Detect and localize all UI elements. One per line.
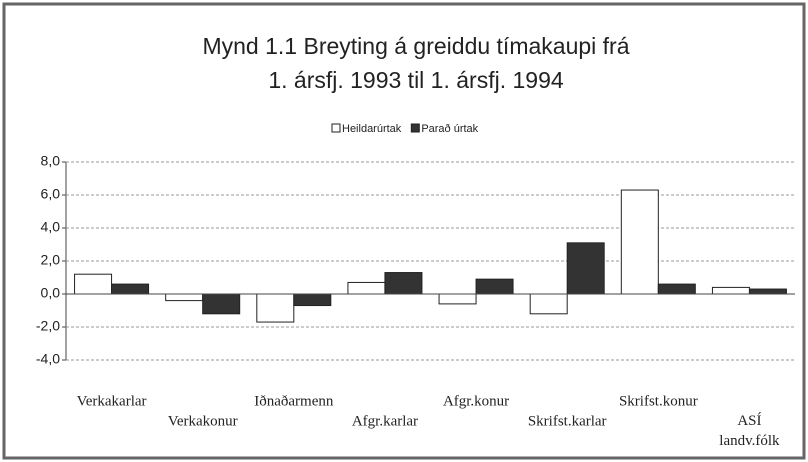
bar <box>566 242 605 295</box>
bar <box>111 283 150 295</box>
bar <box>620 189 659 295</box>
bar <box>256 293 295 323</box>
legend-label: Parað úrtak <box>421 123 478 135</box>
y-tick-label: 4,0 <box>41 219 61 235</box>
x-tick-label: Skrifst.konur <box>619 393 698 409</box>
bar <box>347 281 386 295</box>
bar <box>748 288 787 295</box>
legend-swatch <box>410 123 420 133</box>
x-tick-label: Afgr.konur <box>443 393 509 409</box>
legend-swatch <box>331 123 341 133</box>
y-tick-label: 2,0 <box>41 252 61 268</box>
x-tick-label: Verkakarlar <box>77 393 147 409</box>
bar <box>711 286 750 295</box>
bar <box>657 283 696 295</box>
bar <box>165 293 204 302</box>
bar <box>529 293 568 315</box>
y-tick-label: 6,0 <box>41 186 61 202</box>
y-tick-label: 0,0 <box>41 285 61 301</box>
bar <box>74 273 113 295</box>
bar <box>438 293 477 305</box>
x-tick-label: ASÍ landv.fólk <box>719 412 780 449</box>
bar <box>384 272 423 295</box>
x-tick-label: Iðnaðarmenn <box>254 393 334 409</box>
bar <box>293 293 332 307</box>
y-tick-label: -2,0 <box>36 318 60 334</box>
chart-title: 1. ársfj. 1993 til 1. ársfj. 1994 <box>268 67 564 93</box>
chart-title: Mynd 1.1 Breyting á greiddu tímakaupi fr… <box>202 33 629 59</box>
y-tick-label: 8,0 <box>41 153 61 169</box>
bar <box>475 278 514 295</box>
bar <box>202 293 241 315</box>
x-tick-label: Skrifst.karlar <box>528 413 607 429</box>
y-tick-label: -4,0 <box>36 351 60 367</box>
legend-label: Heildarúrtak <box>342 123 402 135</box>
x-tick-label: Afgr.karlar <box>352 413 418 429</box>
x-tick-label: Verkakonur <box>168 413 238 429</box>
